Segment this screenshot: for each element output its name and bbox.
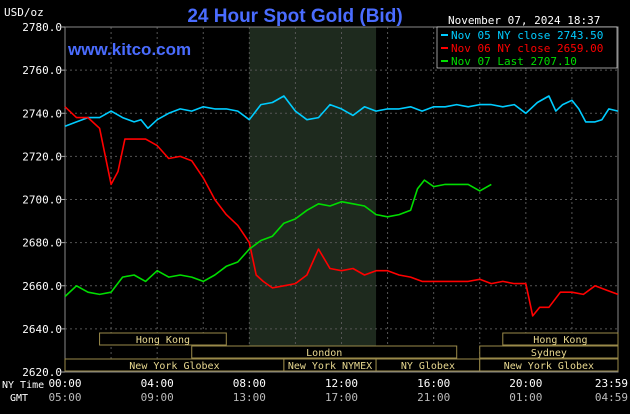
session-label: New York Globex (504, 361, 594, 372)
x-axis-ny-time-label: NY Time (2, 380, 44, 391)
series-line-2 (64, 179, 492, 298)
chart-legend: Nov 05 NY close 2743.50 Nov 06 NY close … (436, 26, 618, 69)
legend-entry-nov07: Nov 07 Last 2707.10 (451, 55, 577, 68)
legend-entry-nov06: Nov 06 NY close 2659.00 (451, 42, 603, 55)
chart-datetime: November 07, 2024 18:37 (448, 14, 600, 27)
session-label: Hong Kong (533, 335, 587, 346)
y-axis-ticks: 2620.0 2640.0 2660.0 2680.0 2700.0 2720.0 2740… (22, 21, 65, 379)
y-tick-label: 2680.0 (22, 237, 62, 250)
grid-lines (64, 26, 619, 373)
session-box (479, 358, 619, 372)
x-tick-label-gmt: 05:00 (48, 391, 81, 404)
x-tick-label-ny: 08:00 (233, 377, 266, 390)
x-tick-label-gmt: 09:00 (141, 391, 174, 404)
y-tick-label: 2620.0 (22, 366, 62, 379)
y-axis-unit-label: USD/oz (4, 6, 44, 19)
x-tick-label-ny: 20:00 (509, 377, 542, 390)
price-series (64, 95, 619, 317)
session-label: Hong Kong (136, 335, 190, 346)
x-axis-gmt-label: GMT (10, 393, 28, 404)
legend-entry-nov05: Nov 05 NY close 2743.50 (451, 29, 603, 42)
y-tick-label: 2740.0 (22, 107, 62, 120)
y-tick-label: 2780.0 (22, 21, 62, 34)
x-tick-label-ny: 23:59 (595, 377, 628, 390)
watermark-kitco: www.kitco.com (67, 40, 191, 59)
x-tick-label-gmt: 13:00 (233, 391, 266, 404)
x-tick-label-ny: 00:00 (48, 377, 81, 390)
session-label: New York Globex (129, 361, 219, 372)
y-tick-label: 2660.0 (22, 280, 62, 293)
x-tick-label-ny: 12:00 (325, 377, 358, 390)
session-box (502, 332, 619, 346)
x-tick-label-ny: 16:00 (417, 377, 450, 390)
session-box (99, 332, 227, 346)
session-label: NY Globex (401, 361, 455, 372)
y-tick-label: 2760.0 (22, 64, 62, 77)
y-tick-label: 2640.0 (22, 323, 62, 336)
series-line-1 (64, 106, 619, 317)
market-sessions: Hong Kong Hong Kong London Sydney New York G… (64, 332, 619, 372)
nymex-highlight-band (249, 27, 377, 372)
x-tick-label-gmt: 21:00 (417, 391, 450, 404)
session-label: London (306, 348, 342, 359)
x-tick-label-gmt: 17:00 (325, 391, 358, 404)
x-tick-label-ny: 04:00 (141, 377, 174, 390)
legend-box (436, 26, 618, 69)
session-label: New York NYMEX (288, 361, 372, 372)
session-label: Sydney (531, 348, 567, 359)
y-tick-label: 2720.0 (22, 150, 62, 163)
chart-title: 24 Hour Spot Gold (Bid) (187, 6, 402, 27)
session-box (479, 345, 619, 359)
x-tick-label-gmt: 04:59 (595, 391, 628, 404)
y-tick-label: 2700.0 (22, 194, 62, 207)
x-tick-label-gmt: 01:00 (509, 391, 542, 404)
session-box (191, 345, 458, 359)
series-line-0 (64, 95, 619, 130)
